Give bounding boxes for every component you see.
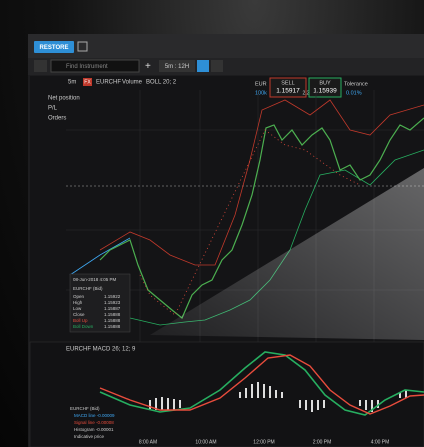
- split-icon[interactable]: [211, 60, 223, 72]
- row-value: 1.15923: [104, 300, 121, 305]
- currency: EUR: [255, 81, 267, 87]
- row-value: 1.15887: [104, 306, 121, 311]
- search-placeholder: Find Instrument: [66, 64, 108, 70]
- search-box[interactable]: [50, 59, 140, 73]
- macd-title: EURCHF MACD 26; 12; 9: [66, 347, 136, 353]
- row-label: Boll Up: [73, 318, 88, 323]
- indicator: BOLL 20; 2: [146, 80, 177, 86]
- layout-icon[interactable]: [197, 60, 209, 72]
- tooltip-rows: Open 1.15922 High 1.15923 Low 1.15887 Close…: [73, 294, 121, 329]
- toolbar: [28, 34, 424, 58]
- buy-price: 1.15939: [313, 88, 337, 95]
- row-label: High: [73, 300, 83, 305]
- volume: Volume: [122, 80, 143, 86]
- tooltip: [69, 273, 131, 333]
- x-label: 2:00 PM: [313, 439, 332, 445]
- legend-item: MACD line -0.00009: [74, 413, 115, 418]
- row-label: Low: [73, 306, 82, 311]
- timeframe-box[interactable]: [159, 60, 195, 72]
- price-series: [99, 117, 424, 319]
- legend-item: Histogram -0.00001: [74, 427, 114, 432]
- signal-line: [99, 354, 424, 415]
- x-label: 4:00 PM: [371, 439, 390, 445]
- tolerance-label: Tolerance: [344, 81, 368, 87]
- row-value: 1.15888: [104, 318, 121, 323]
- link-icon[interactable]: [34, 60, 47, 72]
- row-label: Close: [73, 312, 85, 317]
- row-label: Boll Down: [73, 324, 94, 329]
- trend-line: [69, 237, 131, 276]
- row-label: Open: [73, 294, 85, 299]
- tooltip-date: 08-Jun-2018 4:05 PM: [73, 277, 117, 282]
- amount: 100k: [255, 90, 267, 96]
- price-red: [139, 129, 361, 316]
- buy-label: BUY: [319, 80, 331, 86]
- legend-item: EURCHF (Bid): [70, 406, 100, 411]
- sell-label: SELL: [281, 80, 294, 86]
- x-label: 12:00 PM: [253, 439, 274, 445]
- net-position: Net position: [48, 96, 80, 102]
- popout-icon[interactable]: [77, 41, 88, 52]
- legend-item: Indicative price: [74, 434, 105, 439]
- macd-chart: [29, 341, 424, 447]
- macd-histogram: [149, 382, 407, 412]
- fx-label: FX: [84, 79, 91, 85]
- sell-price: 1.15917: [276, 88, 300, 95]
- boll-up: [99, 99, 424, 266]
- add-button[interactable]: +: [145, 61, 151, 72]
- buy-button[interactable]: [308, 77, 342, 98]
- fx-badge: [83, 78, 92, 86]
- timeframe: 5m : 12H: [165, 64, 189, 70]
- restore-button[interactable]: [34, 41, 74, 53]
- x-label: 10:00 AM: [195, 439, 216, 445]
- pl: P/L: [48, 106, 58, 112]
- orders: Orders: [48, 116, 66, 122]
- row-value: 1.15888: [104, 324, 121, 329]
- instrument: EURCHF: [96, 80, 121, 86]
- tolerance: 0.01%: [346, 90, 362, 96]
- row-value: 1.15922: [104, 294, 121, 299]
- restore-label: RESTORE: [40, 45, 69, 51]
- interval: 5m: [68, 80, 76, 86]
- screen-glare: [150, 168, 424, 340]
- tooltip-title: EURCHF (Bid): [73, 286, 103, 291]
- x-label: 8:00 AM: [139, 439, 157, 445]
- legend-item: Signal line -0.00008: [74, 420, 114, 425]
- row-value: 1.15888: [104, 312, 121, 317]
- spread: 2.2: [303, 90, 310, 96]
- sell-button[interactable]: [269, 77, 307, 98]
